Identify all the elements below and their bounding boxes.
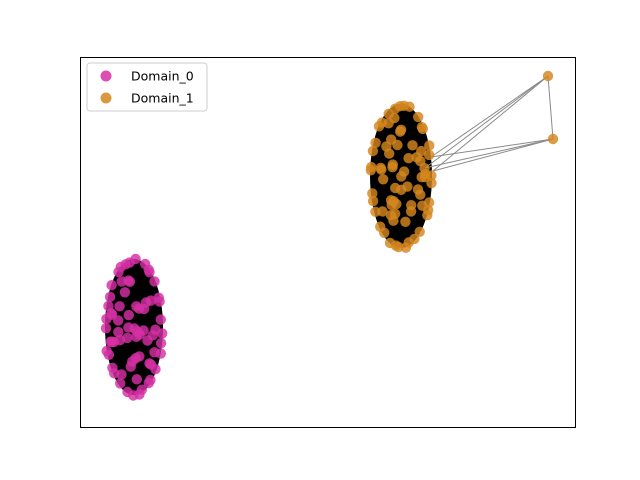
edge-line — [430, 138, 554, 158]
node-domain-1 — [385, 195, 397, 206]
node-domain-0 — [119, 287, 131, 298]
node-domain-1 — [422, 210, 433, 221]
edges-layer — [424, 75, 554, 172]
node-domain-1 — [414, 226, 425, 237]
node-domain-1 — [417, 200, 428, 211]
node-domain-1 — [413, 111, 424, 123]
node-domain-1 — [395, 124, 407, 135]
node-domain-0 — [105, 336, 116, 347]
node-domain-0 — [149, 347, 160, 358]
node-domain-1 — [375, 221, 386, 232]
axes-frame — [80, 57, 576, 428]
node-domain-0 — [104, 291, 116, 303]
edge-line — [432, 138, 554, 172]
node-domain-0 — [155, 338, 167, 349]
node-domain-0 — [100, 323, 112, 334]
node-domain-0 — [114, 335, 126, 346]
edge-line — [424, 75, 549, 169]
node-domain-0 — [131, 374, 142, 385]
node-domain-1 — [400, 216, 411, 227]
node-domain-0 — [124, 276, 136, 287]
node-domain-1 — [405, 206, 417, 217]
legend: Domain_0 Domain_1 — [86, 62, 208, 112]
node-domain-0 — [134, 329, 145, 340]
node-domain-1 — [384, 237, 396, 249]
node-domain-1 — [404, 101, 415, 112]
node-domain-1 — [370, 137, 381, 148]
node-domain-1 — [376, 164, 387, 175]
node-domain-0 — [116, 276, 127, 287]
edge-line — [432, 75, 549, 172]
node-domain-1 — [415, 155, 426, 167]
node-domain-1 — [417, 123, 428, 135]
node-domain-0 — [145, 359, 157, 370]
node-domain-1 — [398, 166, 410, 177]
legend-box — [86, 62, 208, 112]
node-domain-1 — [383, 118, 394, 129]
node-domain-0 — [147, 330, 158, 341]
node-domain-0 — [140, 297, 152, 308]
node-domain-0 — [113, 315, 124, 326]
edge-line — [424, 138, 554, 169]
node-domain-0 — [143, 377, 154, 389]
legend-swatch-domain-1 — [100, 92, 112, 104]
node-domain-0 — [123, 309, 134, 321]
node-domain-0 — [149, 276, 160, 287]
node-domain-1-outlier — [547, 133, 559, 145]
node-domain-1 — [377, 206, 388, 217]
node-domain-1 — [378, 174, 389, 185]
node-domain-0 — [106, 308, 117, 319]
node-domain-0 — [113, 326, 124, 338]
node-domain-1 — [403, 153, 414, 164]
node-domain-1 — [402, 181, 413, 192]
node-domain-1 — [420, 169, 431, 180]
legend-label-domain-0: Domain_0 — [131, 69, 194, 84]
node-domain-0 — [130, 253, 141, 265]
node-domain-0 — [134, 351, 145, 362]
node-domain-1 — [366, 161, 377, 173]
node-domain-0 — [107, 362, 118, 373]
node-domain-0 — [116, 369, 127, 380]
node-domain-0 — [101, 345, 112, 357]
node-domain-1 — [367, 145, 379, 157]
node-domain-0 — [131, 301, 142, 312]
edge-line — [430, 75, 549, 158]
node-domain-0 — [154, 296, 165, 307]
node-domain-1 — [415, 189, 426, 200]
node-domain-1 — [367, 195, 379, 207]
node-domain-0 — [155, 314, 166, 325]
node-domain-0 — [106, 280, 117, 291]
node-domain-0 — [144, 267, 155, 278]
node-domain-1 — [387, 162, 398, 173]
node-domain-1 — [367, 188, 378, 199]
node-domain-1 — [407, 140, 418, 151]
edge-line — [547, 75, 554, 140]
node-domain-1 — [424, 140, 435, 151]
node-domain-1 — [423, 149, 435, 161]
node-domain-0 — [115, 378, 126, 389]
nodes-layer — [100, 70, 559, 401]
legend-swatch-domain-0 — [100, 70, 112, 82]
node-domain-1-outlier — [542, 70, 554, 82]
node-domain-1 — [388, 215, 399, 226]
legend-label-domain-1: Domain_1 — [131, 91, 194, 106]
node-domain-1 — [386, 134, 397, 145]
node-domain-0 — [114, 301, 125, 312]
node-domain-0 — [122, 386, 133, 398]
